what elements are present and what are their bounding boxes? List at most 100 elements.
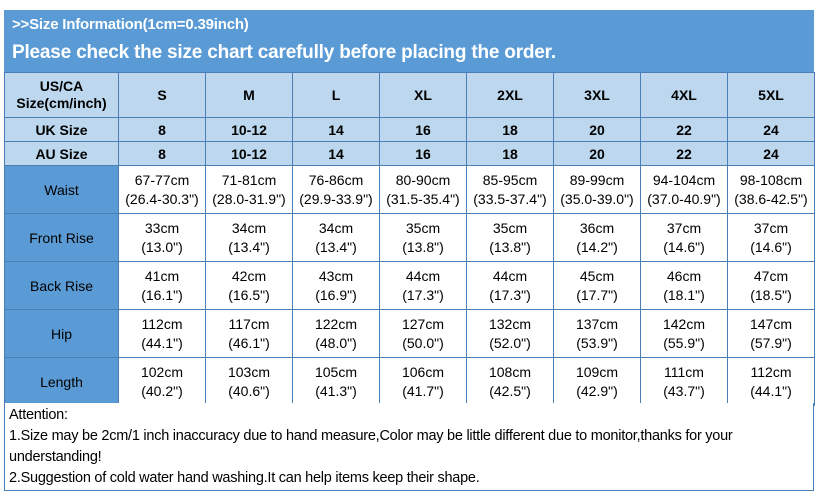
measurement-cell: 132cm (52.0")	[466, 309, 554, 358]
measurement-inch: (48.0")	[315, 334, 357, 351]
measurement-inch: (13.0")	[141, 238, 183, 255]
table-row: Waist 67-77cm (26.4-30.3") 71-81cm (28.0-31.…	[4, 165, 815, 214]
measurement-cm: 35cm	[492, 219, 528, 236]
cell-value: 14	[292, 141, 380, 166]
measurement-cm: 36cm	[579, 219, 615, 236]
header-size-l: L	[292, 72, 380, 118]
banner-subtitle: Please check the size chart carefully be…	[12, 42, 556, 63]
measurement-inch: (28.0-31.9")	[212, 190, 286, 207]
measurement-cell: 105cm (41.3")	[292, 357, 380, 406]
measurement-inch: (52.0")	[489, 334, 531, 351]
header-size-3xl: 3XL	[553, 72, 641, 118]
measurement-inch: (14.2")	[576, 238, 618, 255]
measurement-cell: 45cm (17.7")	[553, 261, 641, 310]
measurement-cm: 117cm	[228, 315, 270, 332]
measurement-cell: 33cm (13.0")	[118, 213, 206, 262]
measurement-cell: 94-104cm (37.0-40.9")	[640, 165, 728, 214]
measurement-inch: (38.6-42.5")	[734, 190, 808, 207]
size-chart-table-wrap: US/CA Size(cm/inch) S M L XL 2XL 3XL 4XL 5XL UK Si…	[4, 72, 815, 406]
table-header-row: US/CA Size(cm/inch) S M L XL 2XL 3XL 4XL 5XL	[4, 72, 815, 118]
measurement-inch: (42.5")	[489, 382, 531, 399]
measurement-inch: (42.9")	[576, 382, 618, 399]
table-row: Back Rise 41cm (16.1") 42cm (16.5") 43cm (16.9…	[4, 261, 815, 310]
cell-value: 8	[118, 141, 206, 166]
cell-value: 16	[379, 117, 467, 142]
measurement-cm: 33cm	[144, 219, 180, 236]
cell-value: 16	[379, 141, 467, 166]
measurement-inch: (55.9")	[663, 334, 705, 351]
measurement-cell: 106cm (41.7")	[379, 357, 467, 406]
table-row: Hip 112cm (44.1") 117cm (46.1") 122cm (48.0") 1…	[4, 309, 815, 358]
measurement-cell: 80-90cm (31.5-35.4")	[379, 165, 467, 214]
measurement-inch: (14.6")	[663, 238, 705, 255]
measurement-cm: 34cm	[231, 219, 267, 236]
measurement-inch: (35.0-39.0")	[560, 190, 634, 207]
measurement-inch: (13.4")	[228, 238, 270, 255]
table-row: AU Size 8 10-12 14 16 18 20 22 24	[4, 141, 815, 166]
measurement-inch: (53.9")	[576, 334, 618, 351]
cell-value: 22	[640, 117, 728, 142]
measurement-cell: 122cm (48.0")	[292, 309, 380, 358]
measurement-cell: 109cm (42.9")	[553, 357, 641, 406]
measurement-cell: 36cm (14.2")	[553, 213, 641, 262]
measurement-cm: 44cm	[492, 267, 528, 284]
measurement-label: Hip	[4, 309, 119, 358]
measurement-cell: 85-95cm (33.5-37.4")	[466, 165, 554, 214]
measurement-cell: 41cm (16.1")	[118, 261, 206, 310]
cell-value: 18	[466, 117, 554, 142]
header-size-5xl: 5XL	[727, 72, 815, 118]
measurement-cm: 45cm	[579, 267, 615, 284]
header-corner-line2: Size(cm/inch)	[16, 95, 107, 111]
measurement-cell: 44cm (17.3")	[466, 261, 554, 310]
row-label: UK Size	[4, 117, 119, 142]
measurement-cm: 80-90cm	[395, 171, 451, 188]
cell-value: 10-12	[205, 141, 293, 166]
measurement-cm: 108cm	[488, 363, 532, 380]
measurement-inch: (29.9-33.9")	[299, 190, 373, 207]
measurement-cell: 112cm (44.1")	[118, 309, 206, 358]
size-information-banner: >>Size Information(1cm=0.39inch) Please …	[4, 10, 814, 72]
measurement-cm: 47cm	[753, 267, 789, 284]
measurement-cm: 76-86cm	[308, 171, 364, 188]
measurement-label: Back Rise	[4, 261, 119, 310]
measurement-inch: (46.1")	[228, 334, 270, 351]
measurement-cell: 147cm (57.9")	[727, 309, 815, 358]
measurement-cell: 46cm (18.1")	[640, 261, 728, 310]
measurement-cm: 132cm	[488, 315, 532, 332]
measurement-inch: (41.7")	[402, 382, 444, 399]
cell-value: 20	[553, 141, 641, 166]
measurement-cell: 137cm (53.9")	[553, 309, 641, 358]
size-chart-body: US/CA Size(cm/inch) S M L XL 2XL 3XL 4XL 5XL UK Si…	[4, 72, 815, 406]
measurement-cell: 108cm (42.5")	[466, 357, 554, 406]
measurement-cm: 147cm	[749, 315, 793, 332]
table-row: Length 102cm (40.2") 103cm (40.6") 105cm (41.3…	[4, 357, 815, 406]
measurement-cell: 71-81cm (28.0-31.9")	[205, 165, 293, 214]
attention-note-2: 2.Suggestion of cold water hand washing.…	[9, 470, 480, 486]
size-chart-table: US/CA Size(cm/inch) S M L XL 2XL 3XL 4XL 5XL UK Si…	[4, 72, 815, 406]
cell-value: 24	[727, 117, 815, 142]
table-row: UK Size 8 10-12 14 16 18 20 22 24	[4, 117, 815, 142]
measurement-cm: 122cm	[314, 315, 358, 332]
measurement-cell: 142cm (55.9")	[640, 309, 728, 358]
measurement-cm: 42cm	[231, 267, 267, 284]
measurement-cm: 102cm	[140, 363, 184, 380]
measurement-inch: (13.8")	[402, 238, 444, 255]
measurement-cm: 127cm	[401, 315, 445, 332]
measurement-inch: (40.6")	[228, 382, 270, 399]
cell-value: 20	[553, 117, 641, 142]
cell-value: 10-12	[205, 117, 293, 142]
measurement-cell: 35cm (13.8")	[466, 213, 554, 262]
measurement-cm: 43cm	[318, 267, 354, 284]
measurement-inch: (44.1")	[141, 334, 183, 351]
measurement-cm: 106cm	[401, 363, 445, 380]
measurement-cm: 71-81cm	[221, 171, 277, 188]
measurement-cell: 37cm (14.6")	[640, 213, 728, 262]
measurement-cm: 37cm	[666, 219, 702, 236]
attention-note-1: 1.Size may be 2cm/1 inch inaccuracy due …	[9, 428, 733, 465]
measurement-inch: (44.1")	[750, 382, 792, 399]
measurement-cm: 142cm	[662, 315, 706, 332]
measurement-inch: (18.5")	[750, 286, 792, 303]
attention-box: Attention: 1.Size may be 2cm/1 inch inac…	[4, 403, 814, 491]
measurement-inch: (16.1")	[141, 286, 183, 303]
measurement-cm: 111cm	[664, 363, 704, 380]
